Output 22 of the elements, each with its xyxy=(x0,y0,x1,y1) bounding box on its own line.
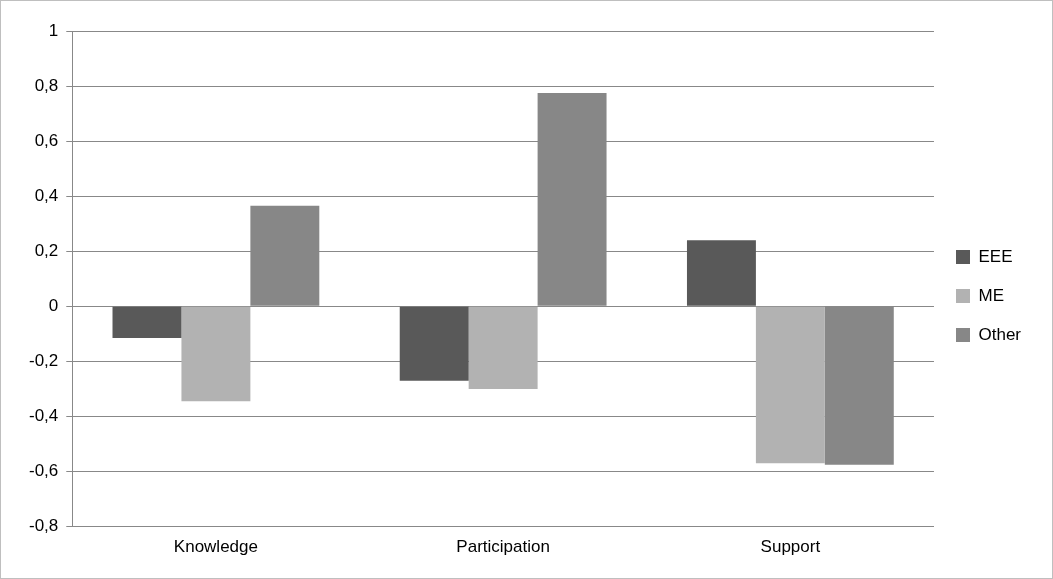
bar xyxy=(755,306,825,464)
legend-label: ME xyxy=(978,285,1004,305)
y-tick-label: 1 xyxy=(48,20,59,40)
bar xyxy=(399,306,469,381)
y-tick-label: -0,6 xyxy=(29,461,59,481)
y-tick-label: -0,8 xyxy=(29,516,59,536)
x-tick-label: Participation xyxy=(456,537,550,557)
y-tick-label: -0,2 xyxy=(29,351,59,371)
legend-label: EEE xyxy=(978,246,1013,266)
legend-label: Other xyxy=(978,324,1022,344)
bar xyxy=(468,306,538,389)
bar xyxy=(181,306,251,402)
bar xyxy=(686,240,756,306)
x-tick-label: Knowledge xyxy=(173,537,258,557)
y-tick-label: 0,8 xyxy=(34,75,59,95)
y-tick-label: 0,4 xyxy=(34,185,59,205)
y-tick-label: 0 xyxy=(48,296,59,316)
y-tick-label: 0,6 xyxy=(34,130,59,150)
y-tick-label: -0,4 xyxy=(29,406,59,426)
bar xyxy=(112,306,182,338)
x-tick-label: Support xyxy=(760,537,821,557)
y-tick-label: 0,2 xyxy=(34,240,59,260)
